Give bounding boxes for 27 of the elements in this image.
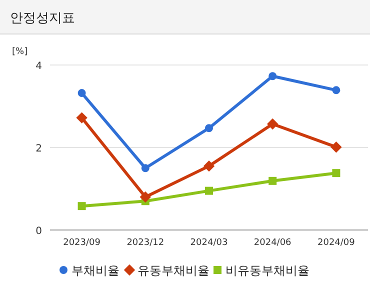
- x-tick-label: 2024/06: [254, 238, 292, 248]
- point: [205, 186, 213, 195]
- point: [332, 86, 340, 94]
- legend-label: 부채비율: [72, 264, 120, 278]
- point: [268, 72, 277, 80]
- ylabel: [%]: [12, 47, 28, 57]
- point: [140, 191, 151, 203]
- legend-label: 유동부채비율: [138, 264, 210, 278]
- y-tick-label: 0: [36, 226, 42, 237]
- point: [205, 124, 213, 132]
- title: 안정성지표: [10, 11, 75, 26]
- x-tick-label: 2023/12: [126, 238, 164, 248]
- point: [332, 169, 340, 178]
- x-tick-label: 2024/09: [318, 238, 356, 248]
- point: [141, 164, 150, 172]
- x-tick-label: 2023/09: [63, 238, 101, 248]
- legend-label: 비유동부채비율: [226, 264, 310, 278]
- y-tick-label: 4: [36, 61, 42, 72]
- point: [78, 89, 86, 98]
- point: [78, 202, 86, 210]
- point: [267, 118, 278, 130]
- point: [76, 112, 88, 124]
- point: [268, 176, 277, 185]
- x-tick-label: 2024/03: [190, 238, 228, 248]
- point: [330, 141, 342, 153]
- point: [203, 160, 215, 172]
- y-tick-label: 2: [36, 144, 42, 154]
